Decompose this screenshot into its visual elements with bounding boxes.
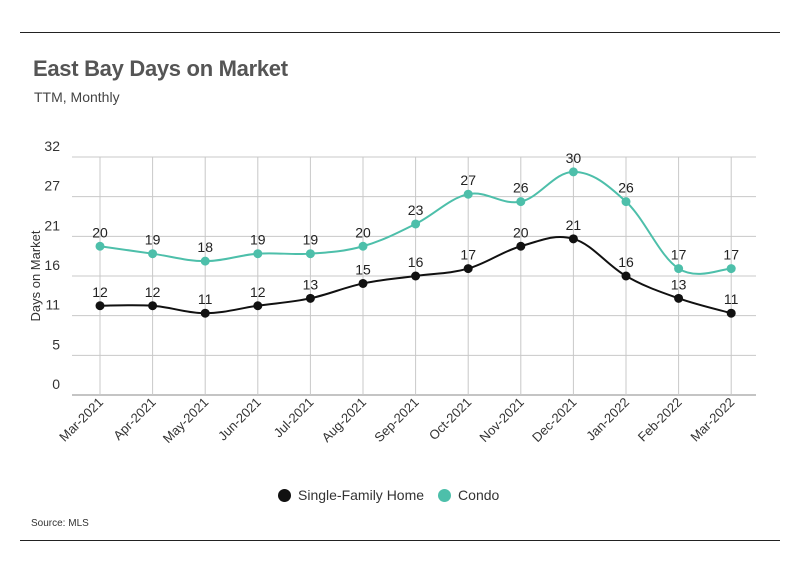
data-point-single-family	[463, 264, 473, 274]
y-tick-label: 32	[44, 138, 60, 154]
bottom-rule	[20, 540, 780, 541]
legend-item-condo: Condo	[438, 487, 499, 503]
y-tick-label: 16	[44, 257, 60, 273]
data-label-condo: 23	[408, 202, 424, 218]
data-label-condo: 17	[723, 247, 739, 263]
data-label-single-family: 15	[355, 261, 371, 277]
data-label-condo: 19	[250, 232, 266, 248]
data-point-condo	[148, 249, 158, 259]
data-label-single-family: 21	[566, 217, 582, 233]
data-point-single-family	[674, 293, 684, 303]
x-tick-label: Feb-2022	[635, 395, 685, 445]
data-point-single-family	[726, 308, 736, 318]
data-point-condo	[568, 167, 578, 177]
x-tick-label: Dec-2021	[529, 395, 579, 445]
data-point-condo	[358, 241, 368, 251]
data-label-single-family: 11	[198, 291, 213, 307]
x-tick-label: May-2021	[160, 395, 211, 446]
chart-subtitle: TTM, Monthly	[34, 89, 120, 105]
x-tick-label: Nov-2021	[476, 395, 526, 445]
data-point-single-family	[568, 234, 578, 244]
data-label-condo: 26	[618, 180, 634, 196]
x-tick-label: Mar-2021	[56, 395, 106, 445]
data-point-condo	[463, 189, 473, 199]
data-point-condo	[674, 264, 684, 274]
data-label-single-family: 13	[671, 276, 687, 292]
data-point-condo	[200, 256, 210, 266]
data-label-condo: 17	[671, 247, 687, 263]
chart-legend: Single-Family Home Condo	[278, 487, 513, 503]
data-label-condo: 30	[566, 150, 582, 166]
legend-swatch-single-family	[278, 488, 291, 502]
y-tick-label: 21	[44, 217, 60, 233]
x-tick-label: Mar-2022	[687, 395, 737, 445]
data-label-condo: 27	[460, 172, 476, 188]
data-label-condo: 19	[145, 232, 161, 248]
x-tick-label: Jun-2021	[215, 395, 264, 444]
data-label-single-family: 11	[724, 291, 739, 307]
data-point-single-family	[148, 301, 158, 311]
data-point-single-family	[200, 308, 210, 318]
chart-title: East Bay Days on Market	[33, 56, 288, 81]
legend-label-condo: Condo	[458, 487, 500, 503]
data-point-condo	[95, 241, 105, 251]
data-label-single-family: 12	[92, 284, 108, 300]
data-label-condo: 26	[513, 180, 529, 196]
data-point-condo	[411, 219, 421, 229]
y-tick-label: 11	[45, 297, 60, 313]
data-point-condo	[305, 249, 315, 259]
y-tick-label: 5	[52, 336, 60, 352]
x-tick-label: Apr-2021	[110, 395, 158, 443]
data-point-single-family	[305, 293, 315, 303]
data-label-single-family: 16	[618, 254, 634, 270]
x-tick-label: Jan-2022	[583, 395, 632, 444]
data-label-single-family: 12	[250, 284, 266, 300]
source-note: Source: MLS	[31, 518, 89, 529]
data-point-single-family	[95, 301, 105, 311]
x-tick-label: Oct-2021	[426, 395, 474, 443]
data-point-single-family	[621, 271, 631, 281]
data-label-single-family: 17	[460, 247, 476, 263]
y-tick-label: 0	[52, 376, 60, 392]
data-point-single-family	[253, 301, 263, 311]
data-point-condo	[621, 197, 631, 207]
data-point-single-family	[358, 278, 368, 288]
data-point-condo	[726, 264, 736, 274]
data-label-condo: 20	[355, 224, 371, 240]
data-point-single-family	[516, 241, 526, 251]
data-label-condo: 20	[92, 224, 108, 240]
legend-label-single-family: Single-Family Home	[298, 487, 425, 503]
x-tick-label: Sep-2021	[371, 395, 421, 445]
data-label-single-family: 12	[145, 284, 161, 300]
y-tick-label: 27	[44, 178, 60, 194]
data-label-condo: 19	[303, 232, 319, 248]
data-label-single-family: 16	[408, 254, 424, 270]
data-label-condo: 18	[197, 239, 213, 255]
legend-item-single-family: Single-Family Home	[278, 487, 424, 503]
x-tick-label: Aug-2021	[319, 395, 369, 445]
legend-swatch-condo	[438, 488, 452, 502]
data-point-condo	[253, 249, 263, 259]
top-rule	[20, 32, 780, 33]
data-label-single-family: 13	[303, 276, 319, 292]
y-axis-label: Days on Market	[28, 230, 43, 321]
x-tick-label: Jul-2021	[271, 395, 317, 441]
data-point-single-family	[411, 271, 421, 281]
data-label-single-family: 20	[513, 224, 529, 240]
data-point-condo	[516, 197, 526, 207]
